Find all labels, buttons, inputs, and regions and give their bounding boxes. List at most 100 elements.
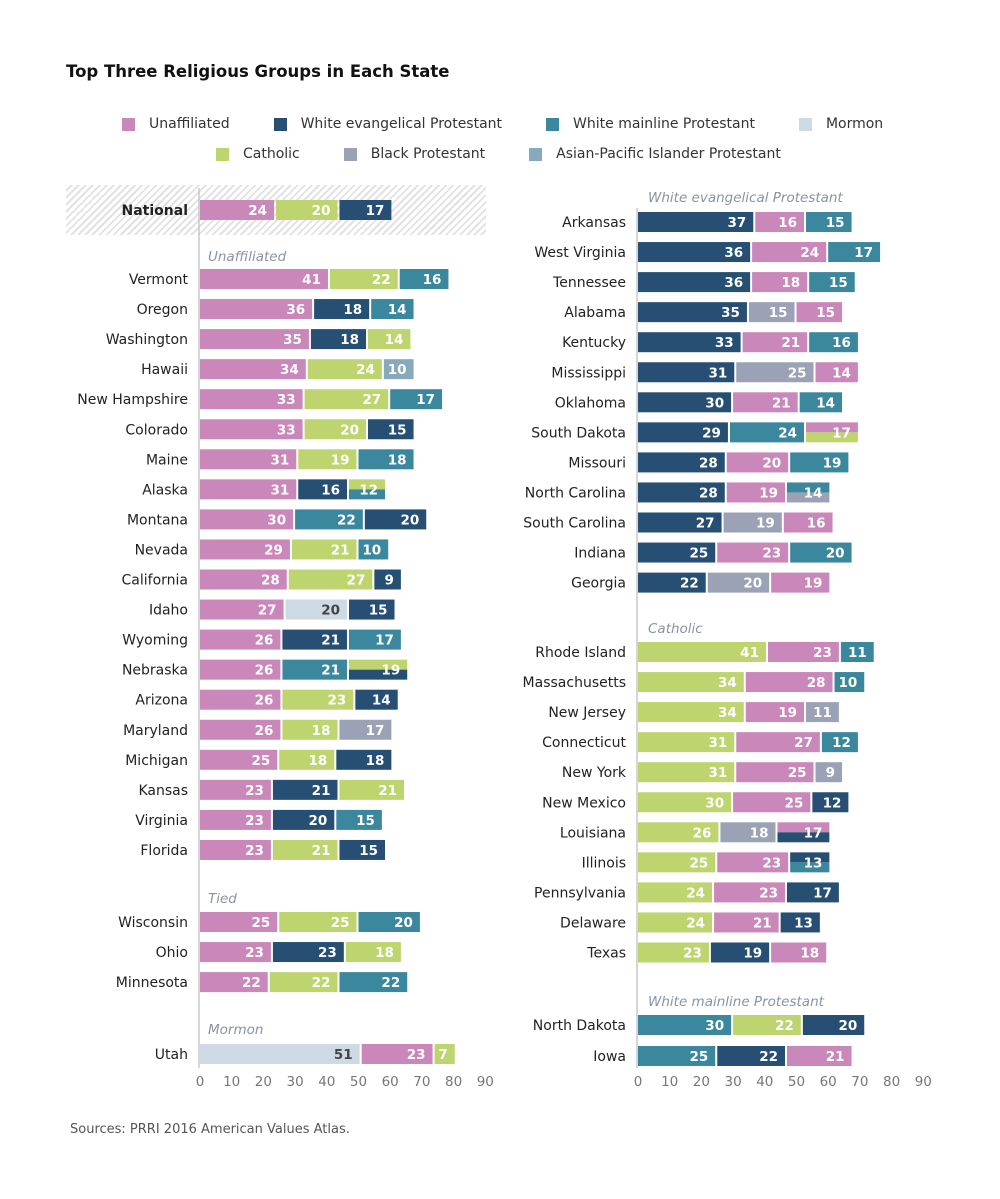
bar-segment: [733, 1015, 801, 1035]
bar-value-label: 12: [823, 795, 842, 811]
bar-segment: [355, 689, 398, 710]
bar-segment: [348, 479, 386, 490]
bar-segment: [200, 1044, 360, 1064]
legend-item-asian-pacific-islander: Asian-Pacific Islander Protestant: [529, 146, 781, 162]
state-label: Montana: [127, 512, 188, 528]
x-tick-label: 60: [820, 1074, 837, 1090]
state-label: North Dakota: [533, 1018, 626, 1034]
bar-value-label: 31: [270, 482, 289, 498]
bar-value-label: 27: [258, 603, 277, 619]
state-label: Idaho: [149, 603, 188, 619]
state-label: California: [122, 573, 188, 589]
state-label: Georgia: [571, 576, 626, 592]
bar-segment: [282, 629, 347, 650]
legend-item-white-mainline: White mainline Protestant: [546, 116, 755, 132]
bar-segment: [339, 200, 392, 220]
bar-segment: [200, 389, 303, 410]
bar-segment: [733, 792, 811, 813]
bar-segment: [638, 302, 747, 323]
bar-segment: [780, 912, 820, 933]
bar-value-label: 15: [388, 422, 407, 438]
bar-value-label: 36: [724, 275, 743, 291]
bar-segment: [638, 642, 766, 662]
source-note: Sources: PRRI 2016 American Values Atlas…: [70, 1122, 350, 1137]
bar-value-label: 36: [724, 245, 743, 261]
bar-value-label: 19: [804, 576, 823, 592]
bar-value-label: 18: [750, 825, 769, 841]
state-label: Nebraska: [122, 663, 188, 679]
bar-value-label: 27: [362, 392, 381, 408]
bar-segment: [638, 422, 728, 443]
state-label: Wisconsin: [118, 915, 188, 931]
bar-segment: [638, 822, 719, 843]
bar-value-label: 13: [804, 855, 823, 871]
bar-segment: [434, 1044, 455, 1064]
bar-segment: [771, 942, 827, 963]
bar-segment: [638, 482, 725, 503]
bar-segment: [638, 572, 706, 593]
bar-value-label: 11: [813, 705, 832, 721]
bar-segment: [638, 332, 741, 353]
bar-value-label: 20: [394, 915, 413, 931]
bar-value-label: 33: [277, 422, 296, 438]
bar-value-label: 20: [312, 203, 331, 219]
state-label: Alaska: [142, 482, 188, 498]
bar-value-label: 19: [759, 485, 778, 501]
state-label: New Hampshire: [77, 392, 188, 408]
x-tick-label: 10: [661, 1074, 678, 1090]
bar-value-label: 23: [245, 843, 264, 859]
bar-value-label: 21: [772, 395, 791, 411]
bar-value-label: 23: [245, 813, 264, 829]
bar-segment: [806, 702, 839, 723]
bar-segment: [374, 569, 401, 590]
legend-label: White evangelical Protestant: [300, 116, 503, 132]
bar-segment: [809, 332, 858, 353]
state-label: Rhode Island: [535, 645, 626, 661]
state-label: Maryland: [123, 723, 188, 739]
bar-value-label: 27: [347, 573, 366, 589]
bar-segment: [638, 912, 713, 933]
bar-value-label: 31: [270, 452, 289, 468]
state-label: South Carolina: [523, 516, 626, 532]
bar-segment: [361, 1044, 433, 1064]
group-header: White mainline Protestant: [648, 994, 825, 1010]
bar-segment: [809, 272, 855, 293]
bar-segment: [638, 882, 713, 903]
bar-segment: [638, 362, 735, 383]
x-tick-label: 20: [255, 1074, 272, 1090]
bar-value-label: 25: [785, 795, 804, 811]
bar-value-label: 29: [702, 425, 721, 441]
bar-value-label: 18: [800, 946, 819, 962]
bar-value-label: 37: [727, 215, 746, 231]
bar-segment: [714, 912, 779, 933]
bar-value-label: 30: [705, 1018, 724, 1034]
bar-value-label: 22: [337, 512, 356, 528]
bar-segment: [200, 912, 278, 932]
bar-segment: [783, 512, 833, 533]
bar-value-label: 14: [372, 693, 391, 709]
bar-value-label: 23: [762, 855, 781, 871]
state-label: Massachusetts: [523, 675, 626, 691]
bar-value-label: 10: [388, 362, 407, 378]
state-label: Kentucky: [562, 335, 626, 351]
bar-value-label: 20: [321, 603, 340, 619]
state-label: Ohio: [156, 945, 188, 961]
x-tick-label: 40: [318, 1074, 335, 1090]
bar-segment: [200, 359, 306, 380]
bar-value-label: 30: [705, 395, 724, 411]
bar-value-label: 20: [826, 546, 845, 562]
bar-value-label: 18: [312, 723, 331, 739]
legend-swatch-black-protestant: [343, 147, 357, 161]
bar-segment: [736, 362, 814, 383]
bar-segment: [796, 302, 843, 323]
bar-segment: [638, 212, 754, 232]
bar-segment: [200, 779, 271, 800]
bar-segment: [358, 912, 420, 932]
x-tick-label: 30: [725, 1074, 742, 1090]
legend-swatch-asian-pacific-islander: [529, 147, 543, 161]
bar-value-label: 14: [388, 302, 407, 318]
bar-value-label: 28: [261, 573, 280, 589]
legend-swatch-unaffiliated: [122, 117, 135, 131]
bar-value-label: 30: [267, 512, 286, 528]
bar-value-label: 9: [826, 765, 835, 781]
